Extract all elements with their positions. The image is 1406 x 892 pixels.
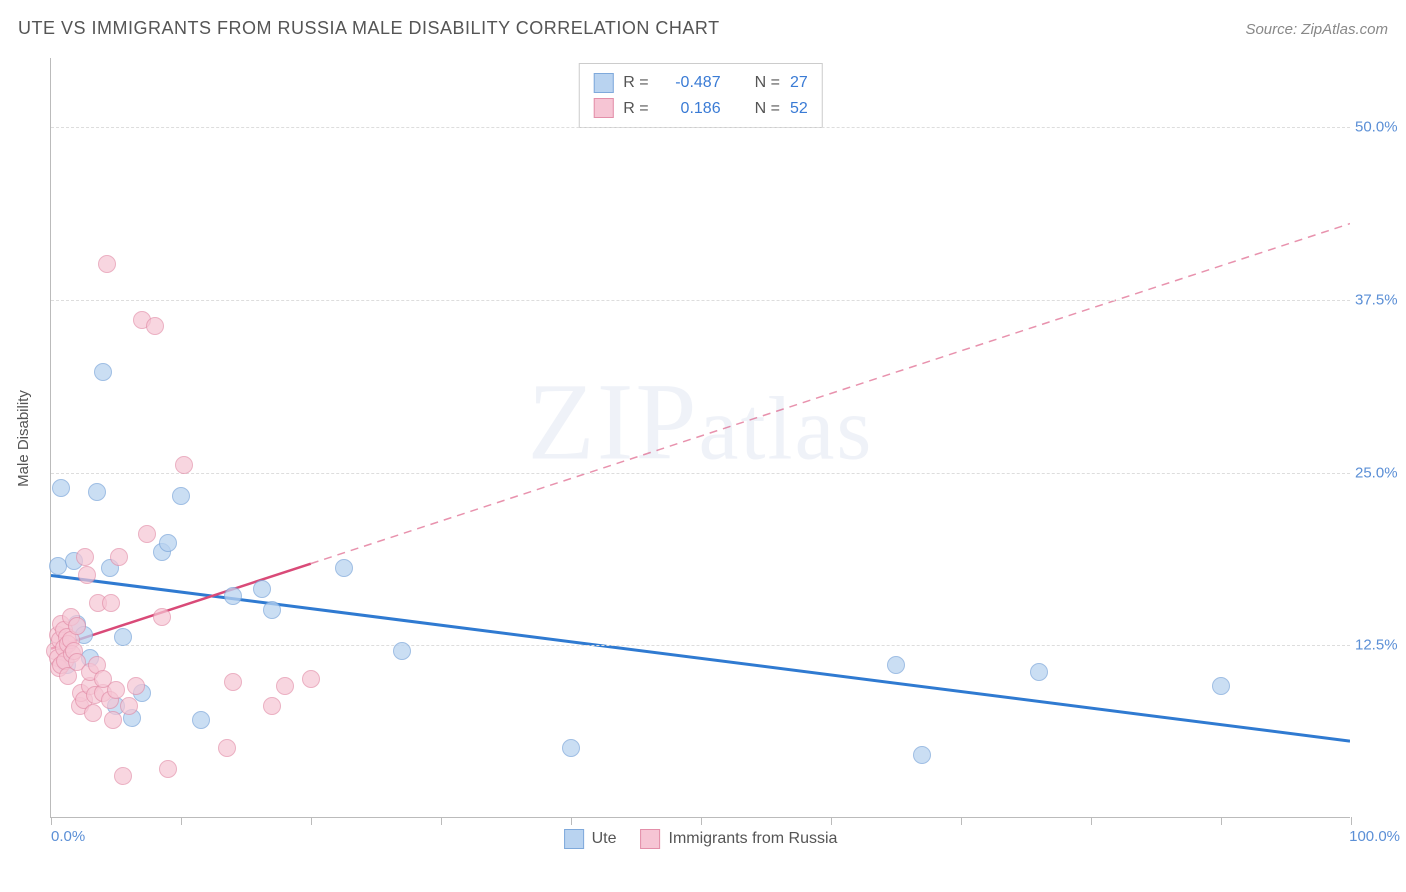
n-label: N =	[755, 70, 780, 96]
data-point-russia	[224, 673, 242, 691]
legend-label: Ute	[592, 830, 617, 848]
y-axis-label: Male Disability	[15, 390, 32, 487]
trend-solid-ute	[51, 576, 1350, 742]
data-point-russia	[153, 608, 171, 626]
chart-title: UTE VS IMMIGRANTS FROM RUSSIA MALE DISAB…	[18, 18, 720, 39]
data-point-russia	[76, 548, 94, 566]
data-point-russia	[146, 317, 164, 335]
data-point-russia	[127, 677, 145, 695]
data-point-ute	[49, 557, 67, 575]
x-axis-min-label: 0.0%	[51, 828, 85, 845]
data-point-ute	[172, 487, 190, 505]
legend-swatch	[593, 73, 613, 93]
data-point-russia	[107, 681, 125, 699]
scatter-chart: ZIPatlas R = -0.487 N = 27 R = 0.186 N = 52…	[50, 58, 1350, 818]
chart-header: UTE VS IMMIGRANTS FROM RUSSIA MALE DISAB…	[18, 18, 1388, 39]
data-point-ute	[224, 587, 242, 605]
data-point-russia	[302, 670, 320, 688]
gridline	[51, 473, 1350, 474]
data-point-ute	[114, 628, 132, 646]
data-point-ute	[88, 483, 106, 501]
gridline	[51, 127, 1350, 128]
data-point-ute	[393, 642, 411, 660]
data-point-russia	[104, 711, 122, 729]
x-tick	[181, 817, 182, 825]
legend-swatch	[593, 98, 613, 118]
data-point-ute	[335, 559, 353, 577]
x-tick	[701, 817, 702, 825]
data-point-russia	[102, 594, 120, 612]
n-value: 27	[790, 70, 808, 96]
data-point-ute	[562, 739, 580, 757]
x-tick	[571, 817, 572, 825]
data-point-russia	[263, 697, 281, 715]
r-value: -0.487	[659, 70, 721, 96]
y-axis-label-container: Male Disability	[8, 58, 38, 818]
x-tick	[441, 817, 442, 825]
x-tick	[961, 817, 962, 825]
data-point-ute	[94, 363, 112, 381]
data-point-ute	[1030, 663, 1048, 681]
n-label: N =	[755, 96, 780, 122]
x-tick	[831, 817, 832, 825]
data-point-ute	[52, 479, 70, 497]
data-point-russia	[84, 704, 102, 722]
legend-label: Immigrants from Russia	[668, 830, 837, 848]
trend-dashed-russia	[311, 224, 1350, 564]
x-tick	[1221, 817, 1222, 825]
y-tick-label: 37.5%	[1355, 291, 1406, 308]
gridline	[51, 300, 1350, 301]
y-tick-label: 50.0%	[1355, 119, 1406, 136]
data-point-russia	[114, 767, 132, 785]
data-point-russia	[68, 617, 86, 635]
x-tick	[1091, 817, 1092, 825]
data-point-ute	[1212, 677, 1230, 695]
correlation-legend: R = -0.487 N = 27 R = 0.186 N = 52	[578, 63, 822, 128]
data-point-russia	[138, 525, 156, 543]
trend-lines	[51, 58, 1350, 817]
n-value: 52	[790, 96, 808, 122]
data-point-russia	[276, 677, 294, 695]
correlation-row-russia: R = 0.186 N = 52	[593, 96, 807, 122]
y-tick-label: 12.5%	[1355, 637, 1406, 654]
r-value: 0.186	[659, 96, 721, 122]
source-attribution: Source: ZipAtlas.com	[1245, 21, 1388, 38]
data-point-ute	[887, 656, 905, 674]
data-point-russia	[159, 760, 177, 778]
data-point-ute	[913, 746, 931, 764]
data-point-russia	[110, 548, 128, 566]
legend-item-russia: Immigrants from Russia	[640, 829, 837, 849]
y-tick-label: 25.0%	[1355, 464, 1406, 481]
x-tick	[51, 817, 52, 825]
correlation-row-ute: R = -0.487 N = 27	[593, 70, 807, 96]
legend-swatch	[640, 829, 660, 849]
data-point-russia	[218, 739, 236, 757]
legend-swatch	[564, 829, 584, 849]
watermark: ZIPatlas	[528, 359, 874, 486]
data-point-russia	[98, 255, 116, 273]
data-point-russia	[175, 456, 193, 474]
data-point-ute	[192, 711, 210, 729]
x-axis-max-label: 100.0%	[1349, 828, 1400, 845]
r-label: R =	[623, 96, 648, 122]
data-point-ute	[253, 580, 271, 598]
data-point-ute	[159, 534, 177, 552]
r-label: R =	[623, 70, 648, 96]
data-point-russia	[120, 697, 138, 715]
data-point-russia	[78, 566, 96, 584]
series-legend: Ute Immigrants from Russia	[564, 829, 838, 849]
x-tick	[311, 817, 312, 825]
legend-item-ute: Ute	[564, 829, 617, 849]
x-tick	[1351, 817, 1352, 825]
gridline	[51, 645, 1350, 646]
data-point-ute	[263, 601, 281, 619]
